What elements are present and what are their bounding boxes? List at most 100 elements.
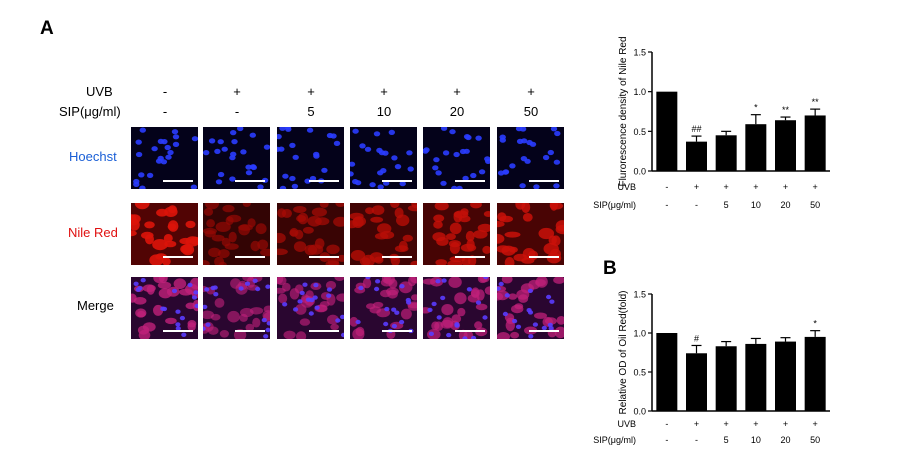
bar [656, 91, 678, 171]
uvb-value: + [694, 419, 699, 429]
sip-value: 10 [376, 104, 392, 119]
uvb-value: + [307, 84, 315, 99]
y-tick-label: 1.0 [633, 87, 646, 97]
sip-value: 20 [780, 200, 790, 210]
significance-label: # [694, 333, 699, 343]
uvb-value: + [380, 84, 388, 99]
y-tick-label: 1.5 [633, 48, 646, 58]
scale-bar [455, 330, 485, 332]
scale-bar [235, 180, 265, 182]
micrograph-nile-red [423, 203, 490, 265]
micrograph-nile-red [203, 203, 270, 265]
uvb-value: - [162, 84, 168, 99]
bar [686, 353, 707, 411]
scale-bar [529, 256, 559, 258]
uvb-value: + [527, 84, 535, 99]
micrograph-merge [131, 277, 198, 339]
micrograph-merge [497, 277, 564, 339]
sip-row-label: SIP(μg/ml) [59, 104, 121, 119]
sip-value: 20 [449, 104, 465, 119]
nile-red-chart: 0.0 0.5 1.0 1.5 Flurorescence density of Nil… [593, 36, 830, 210]
uvb-value: + [453, 84, 461, 99]
uvb-row-label: UVB [617, 419, 636, 429]
uvb-value: + [724, 419, 729, 429]
bar [775, 120, 796, 171]
y-axis-label: Relative OD of Oil Red(fold) [618, 291, 629, 415]
uvb-value: + [753, 419, 758, 429]
sip-value: 5 [307, 104, 315, 119]
scale-bar [382, 330, 412, 332]
row-label-merge: Merge [77, 298, 114, 313]
sip-value: 50 [810, 435, 820, 445]
uvb-value: + [783, 182, 788, 192]
uvb-row-label: UVB [617, 182, 636, 192]
significance-label: * [813, 319, 817, 329]
panel-a-letter: A [40, 18, 54, 39]
micrograph-hoechst [423, 127, 490, 189]
sip-row-label: SIP(μg/ml) [593, 200, 636, 210]
uvb-value: + [724, 182, 729, 192]
y-tick-label: 0.5 [633, 368, 646, 378]
sip-value: 5 [724, 200, 729, 210]
sip-row-label: SIP(μg/ml) [593, 435, 636, 445]
sip-value: - [695, 435, 698, 445]
bar [745, 343, 767, 411]
uvb-value: + [783, 419, 788, 429]
bar [775, 341, 796, 411]
scale-bar [455, 256, 485, 258]
micrograph-nile-red [277, 203, 344, 265]
micrograph-nile-red [131, 203, 198, 265]
uvb-value: + [753, 182, 758, 192]
significance-label: ** [782, 105, 790, 115]
scale-bar [382, 256, 412, 258]
scale-bar [163, 180, 193, 182]
sip-value: - [665, 200, 668, 210]
uvb-value: - [665, 419, 668, 429]
micrograph-hoechst [277, 127, 344, 189]
uvb-value: + [813, 182, 818, 192]
sip-value: - [665, 435, 668, 445]
scale-bar [235, 330, 265, 332]
y-tick-label: 0.0 [633, 167, 646, 177]
sip-value: 50 [523, 104, 539, 119]
micrograph-hoechst [350, 127, 417, 189]
sip-value: - [695, 200, 698, 210]
sip-value: - [234, 104, 240, 119]
scale-bar [529, 180, 559, 182]
micrograph-nile-red [350, 203, 417, 265]
bar [804, 336, 826, 411]
row-label-nile-red: Nile Red [68, 225, 118, 240]
sip-value: 5 [724, 435, 729, 445]
scale-bar [163, 256, 193, 258]
bar [686, 141, 707, 171]
bar [656, 333, 678, 411]
uvb-value: - [665, 182, 668, 192]
uvb-value: + [233, 84, 241, 99]
scale-bar [163, 330, 193, 332]
micrograph-nile-red [497, 203, 564, 265]
scale-bar [529, 330, 559, 332]
micrograph-merge [277, 277, 344, 339]
uvb-value: + [694, 182, 699, 192]
sip-value: 50 [810, 200, 820, 210]
scale-bar [309, 180, 339, 182]
micrograph-merge [423, 277, 490, 339]
bar [715, 135, 737, 171]
panel-b-letter: B [603, 258, 617, 279]
y-tick-label: 0.0 [633, 407, 646, 417]
bar [804, 115, 826, 171]
sip-value: 20 [780, 435, 790, 445]
uvb-row-label: UVB [86, 84, 113, 99]
micrograph-hoechst [131, 127, 198, 189]
y-tick-label: 1.5 [633, 290, 646, 300]
uvb-value: + [813, 419, 818, 429]
significance-label: ** [812, 97, 820, 107]
sip-value: - [162, 104, 168, 119]
bar [715, 346, 737, 411]
scale-bar [309, 256, 339, 258]
y-axis-label: Flurorescence density of Nile Red [618, 36, 629, 186]
scale-bar [235, 256, 265, 258]
scale-bar [382, 180, 412, 182]
sip-value: 10 [751, 435, 761, 445]
micrograph-merge [203, 277, 270, 339]
